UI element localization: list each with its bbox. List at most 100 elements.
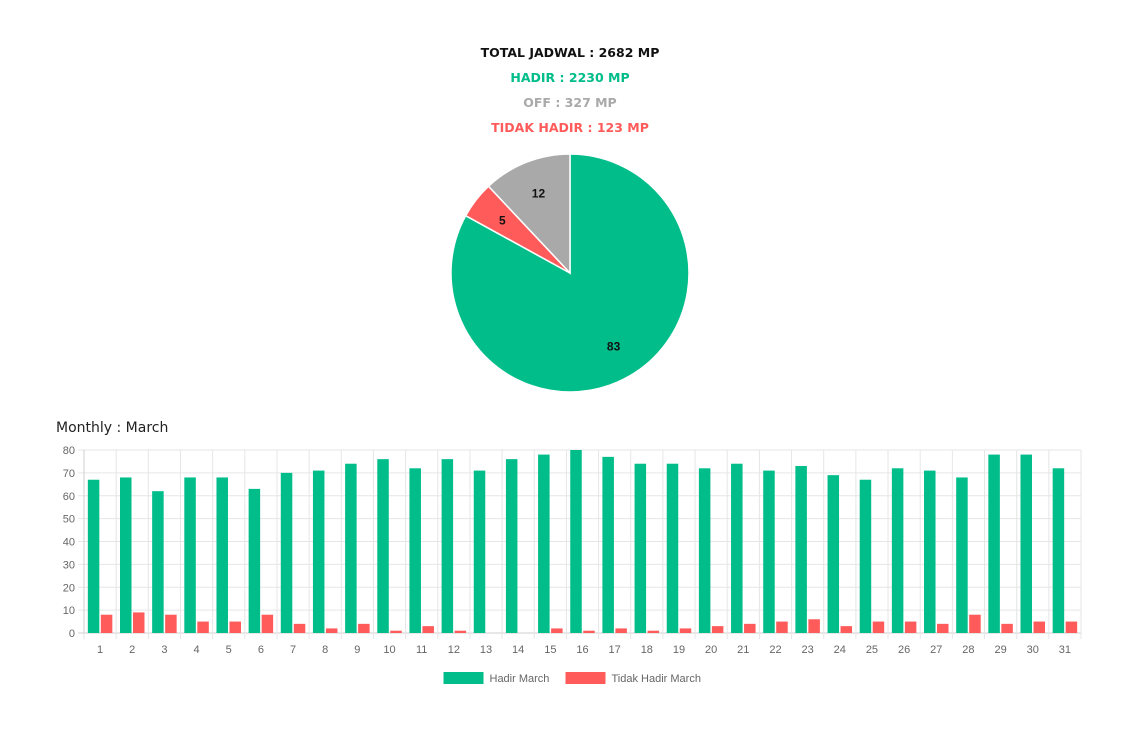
bar-hadir-day-16[interactable]: [570, 450, 582, 633]
bar-hadir-day-24[interactable]: [827, 475, 840, 633]
bar-hadir-day-25[interactable]: [859, 479, 872, 633]
bar-hadir-day-11[interactable]: [409, 468, 421, 633]
bar-tidak-hadir-day-5[interactable]: [229, 621, 241, 633]
legend-swatch-hadir[interactable]: [443, 672, 484, 684]
legend-swatch-tidak-hadir[interactable]: [565, 672, 606, 684]
bar-tidak-hadir-day-18[interactable]: [647, 630, 660, 633]
pie-slice-off[interactable]: [487, 153, 571, 275]
bar-hadir-day-30[interactable]: [1020, 454, 1033, 633]
x-tick-label: 17: [609, 644, 621, 656]
x-tick-label: 13: [480, 644, 492, 656]
x-tick-label: 20: [705, 644, 717, 656]
bar-tidak-hadir-day-8[interactable]: [325, 628, 338, 633]
bar-tidak-hadir-day-3[interactable]: [165, 614, 177, 633]
bar-hadir-day-13[interactable]: [473, 470, 486, 633]
x-tick-label: 3: [161, 644, 167, 656]
legend-label-tidak-hadir[interactable]: Tidak Hadir March: [612, 673, 701, 685]
bar-tidak-hadir-day-25[interactable]: [872, 621, 885, 633]
bar-tidak-hadir-day-31[interactable]: [1065, 621, 1078, 633]
x-tick-label: 19: [673, 644, 685, 656]
bar-hadir-day-28[interactable]: [956, 477, 968, 633]
x-tick-label: 14: [512, 644, 524, 656]
total-schedule-text: TOTAL JADWAL : 2682 MP: [480, 45, 660, 60]
bar-tidak-hadir-day-22[interactable]: [776, 621, 788, 633]
bar-tidak-hadir-day-12[interactable]: [454, 630, 467, 633]
x-tick-label: 10: [383, 644, 395, 656]
bar-tidak-hadir-day-26[interactable]: [904, 621, 917, 633]
x-tick-label: 8: [322, 644, 328, 656]
y-tick-label: 40: [63, 537, 75, 549]
bar-tidak-hadir-day-17[interactable]: [615, 628, 627, 633]
bar-tidak-hadir-day-20[interactable]: [711, 626, 724, 633]
x-tick-label: 12: [448, 644, 460, 656]
x-tick-label: 2: [129, 644, 135, 656]
bar-tidak-hadir-day-27[interactable]: [937, 623, 949, 633]
x-tick-label: 26: [898, 644, 910, 656]
attendance-pie-chart: 83 5 12: [450, 153, 690, 393]
bar-hadir-day-1[interactable]: [87, 479, 100, 633]
bar-hadir-day-26[interactable]: [891, 468, 904, 633]
pie-label-off: 12: [532, 186, 546, 200]
x-tick-label: 28: [962, 644, 974, 656]
x-tick-label: 25: [866, 644, 878, 656]
x-tick-label: 18: [641, 644, 653, 656]
bar-hadir-day-14[interactable]: [505, 459, 518, 633]
y-tick-label: 0: [69, 628, 75, 640]
bar-hadir-day-2[interactable]: [119, 477, 132, 633]
x-tick-label: 27: [930, 644, 942, 656]
x-tick-label: 7: [290, 644, 296, 656]
x-tick-label: 6: [258, 644, 264, 656]
bar-hadir-day-6[interactable]: [248, 488, 261, 633]
bar-hadir-day-27[interactable]: [924, 470, 936, 633]
bar-hadir-day-10[interactable]: [377, 459, 389, 633]
bar-hadir-day-4[interactable]: [184, 477, 196, 633]
legend-label-hadir[interactable]: Hadir March: [490, 673, 550, 685]
bar-tidak-hadir-day-9[interactable]: [358, 623, 370, 633]
bar-hadir-day-7[interactable]: [280, 472, 293, 633]
y-tick-label: 60: [63, 491, 75, 503]
bar-tidak-hadir-day-10[interactable]: [390, 630, 402, 633]
x-tick-label: 15: [544, 644, 556, 656]
bar-tidak-hadir-day-21[interactable]: [744, 623, 756, 633]
bar-tidak-hadir-day-4[interactable]: [197, 621, 209, 633]
bar-hadir-day-22[interactable]: [763, 470, 775, 633]
bar-tidak-hadir-day-29[interactable]: [1001, 623, 1013, 633]
bar-hadir-day-9[interactable]: [345, 463, 357, 633]
x-tick-label: 9: [354, 644, 360, 656]
off-count-text: OFF : 327 MP: [523, 95, 617, 110]
bar-hadir-day-12[interactable]: [441, 459, 454, 633]
bar-hadir-day-8[interactable]: [312, 470, 325, 633]
bar-hadir-day-20[interactable]: [698, 468, 711, 633]
bar-tidak-hadir-day-1[interactable]: [100, 614, 113, 633]
x-tick-label: 31: [1059, 644, 1071, 656]
x-tick-label: 30: [1027, 644, 1039, 656]
bar-tidak-hadir-day-23[interactable]: [808, 619, 820, 633]
bar-hadir-day-5[interactable]: [216, 477, 228, 633]
bar-tidak-hadir-day-16[interactable]: [583, 630, 595, 633]
bar-hadir-day-29[interactable]: [988, 454, 1000, 633]
bar-tidak-hadir-day-6[interactable]: [261, 614, 274, 633]
y-tick-label: 80: [63, 445, 75, 457]
bar-tidak-hadir-day-28[interactable]: [969, 614, 981, 633]
bar-tidak-hadir-day-24[interactable]: [840, 626, 853, 633]
bar-hadir-day-17[interactable]: [602, 456, 614, 633]
bar-tidak-hadir-day-7[interactable]: [293, 623, 306, 633]
bar-hadir-day-3[interactable]: [152, 491, 164, 633]
bar-hadir-day-31[interactable]: [1052, 468, 1065, 633]
bar-hadir-day-18[interactable]: [634, 463, 647, 633]
bar-tidak-hadir-day-30[interactable]: [1033, 621, 1046, 633]
pie-label-tidak-hadir: 5: [499, 213, 506, 227]
bar-tidak-hadir-day-15[interactable]: [551, 628, 563, 633]
bar-hadir-day-21[interactable]: [731, 463, 743, 633]
bar-tidak-hadir-day-2[interactable]: [132, 612, 145, 633]
x-tick-label: 21: [737, 644, 749, 656]
bar-tidak-hadir-day-19[interactable]: [679, 628, 692, 633]
bar-hadir-day-15[interactable]: [538, 454, 550, 633]
bar-hadir-day-19[interactable]: [666, 463, 679, 633]
x-tick-label: 29: [994, 644, 1006, 656]
bar-hadir-day-23[interactable]: [795, 466, 807, 633]
pie-label-hadir: 83: [607, 340, 621, 354]
bar-tidak-hadir-day-11[interactable]: [422, 626, 434, 633]
x-tick-label: 16: [576, 644, 588, 656]
